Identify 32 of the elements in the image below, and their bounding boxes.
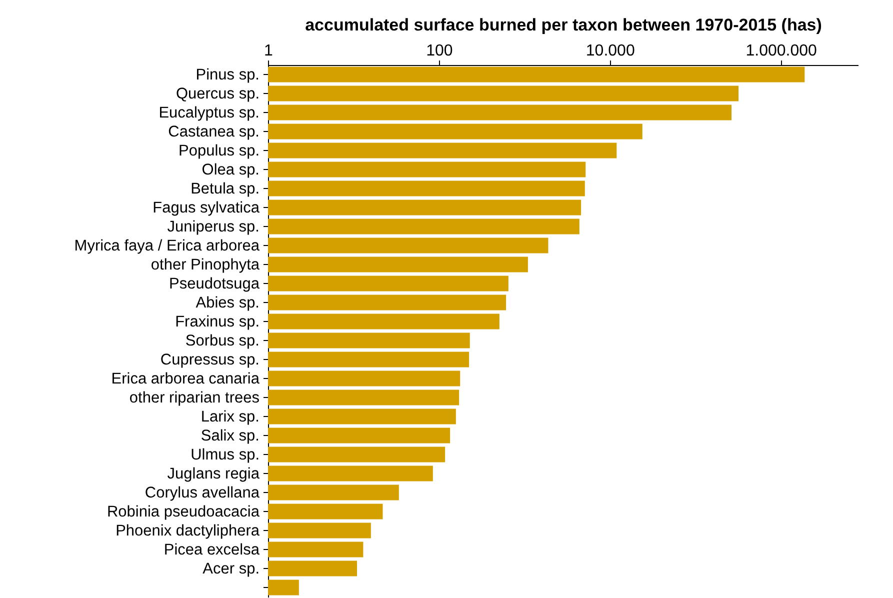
- y-tick-label: Abies sp.: [196, 294, 260, 312]
- y-tick-label: Olea sp.: [202, 162, 260, 178]
- y-tick-label: Cupressus sp.: [160, 352, 260, 368]
- y-tick-label: Eucalyptus sp.: [158, 104, 260, 122]
- y-tick-label: Ulmus sp.: [190, 446, 260, 464]
- y-tick-label: other Pinophyta: [150, 256, 260, 274]
- y-tick-label: other riparian trees: [129, 390, 260, 406]
- y-tick-label: Fagus sylvatica: [152, 200, 260, 216]
- y-tick-label: Betula sp.: [190, 180, 260, 198]
- y-tick-label: Phoenix dactyliphera: [116, 522, 260, 540]
- y-tick-label: Fraxinus sp.: [175, 314, 260, 330]
- y-tick-label: Castanea sp.: [168, 124, 260, 140]
- y-tick-label: Pseudotsuga: [169, 276, 260, 292]
- y-tick-label: Larix sp.: [200, 408, 260, 426]
- y-tick-label: Myrica faya / Erica arborea: [74, 238, 260, 254]
- y-tick-label: Picea excelsa: [164, 542, 260, 558]
- y-tick-label: Erica arborea canaria: [111, 370, 260, 388]
- x-tick-label: 1: [264, 42, 274, 60]
- y-tick-label: Sorbus sp.: [185, 332, 260, 350]
- x-tick-label: 10.000: [586, 42, 635, 60]
- y-tick-label: Quercus sp.: [176, 86, 260, 102]
- x-tick-label: 100: [426, 42, 453, 60]
- y-tick-label: Juglans regia: [167, 466, 260, 482]
- x-tick-label: 1.000.000: [746, 42, 817, 60]
- y-tick-label: Corylus avellana: [144, 484, 260, 502]
- y-tick-label: Salix sp.: [200, 428, 260, 444]
- x-axis-title: accumulated surface burned per taxon between 1970-2015 (has): [305, 16, 822, 34]
- y-tick-label: Populus sp.: [178, 142, 260, 160]
- y-tick-label: Robinia pseudoacacia: [106, 504, 260, 520]
- y-tick-label: Pinus sp.: [196, 66, 260, 84]
- y-tick-label: Juniperus sp.: [167, 218, 260, 236]
- y-tick-label: Acer sp.: [202, 560, 260, 578]
